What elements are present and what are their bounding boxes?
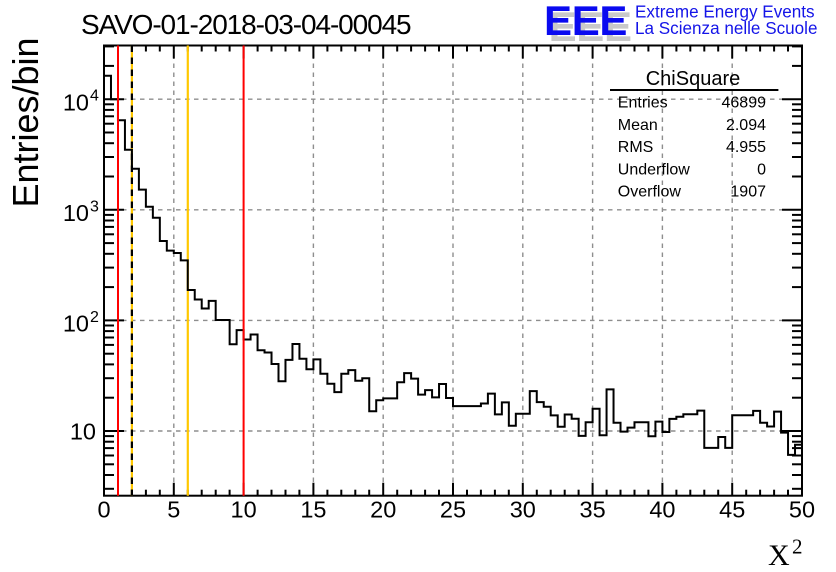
svg-text:2: 2 [792,535,803,559]
svg-text:2.094: 2.094 [726,117,766,134]
svg-text:3: 3 [90,198,99,215]
svg-text:40: 40 [649,497,675,523]
svg-text:Entries/bin: Entries/bin [5,37,46,207]
svg-text:1907: 1907 [730,184,766,201]
svg-text:ChiSquare: ChiSquare [646,68,741,90]
svg-text:5: 5 [167,497,180,523]
svg-text:15: 15 [300,497,326,523]
svg-text:4.955: 4.955 [726,139,766,156]
svg-text:Mean: Mean [618,117,658,134]
svg-text:35: 35 [580,497,606,523]
svg-text:10: 10 [63,200,89,226]
svg-text:20: 20 [370,497,396,523]
svg-text:45: 45 [719,497,745,523]
svg-text:EEE: EEE [544,0,627,44]
svg-text:EEE: EEE [549,3,632,50]
svg-text:10: 10 [231,497,257,523]
svg-text:30: 30 [510,497,536,523]
svg-text:Underflow: Underflow [618,161,690,178]
svg-text:Overflow: Overflow [618,184,682,201]
svg-text:10: 10 [63,90,89,116]
svg-text:La Scienza nelle Scuole: La Scienza nelle Scuole [635,19,817,38]
svg-text:SAVO-01-2018-03-04-00045: SAVO-01-2018-03-04-00045 [81,9,411,40]
svg-text:X: X [768,539,790,572]
svg-text:10: 10 [63,311,89,337]
svg-text:2: 2 [90,309,99,326]
svg-text:0: 0 [97,497,110,523]
svg-text:50: 50 [789,497,815,523]
svg-text:RMS: RMS [618,139,654,156]
svg-text:46899: 46899 [722,95,767,112]
svg-text:4: 4 [90,88,99,105]
svg-text:25: 25 [440,497,466,523]
svg-text:Entries: Entries [618,95,668,112]
svg-text:Extreme Energy Events: Extreme Energy Events [635,3,815,22]
svg-text:10: 10 [70,418,96,444]
svg-text:0: 0 [757,161,766,178]
